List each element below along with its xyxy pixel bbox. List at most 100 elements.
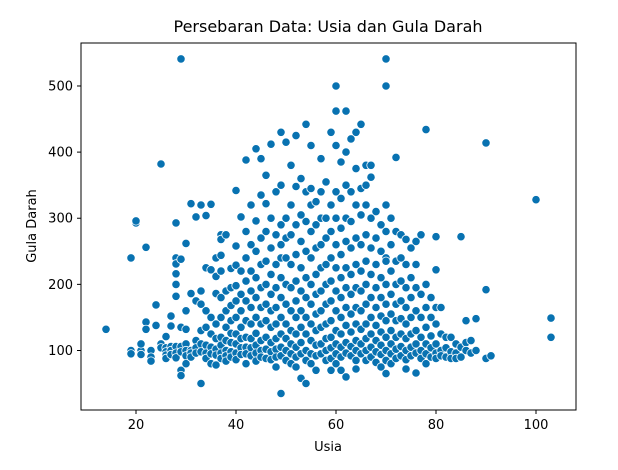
data-point	[461, 316, 471, 326]
data-point	[206, 265, 216, 275]
data-point	[431, 319, 441, 329]
data-point	[326, 316, 336, 326]
data-point	[246, 302, 256, 313]
data-point	[236, 289, 246, 299]
data-point	[326, 332, 336, 342]
data-point	[371, 283, 381, 293]
data-point	[301, 329, 311, 339]
data-point	[131, 216, 141, 226]
data-point	[546, 313, 556, 323]
data-point	[296, 306, 306, 316]
data-point	[351, 164, 361, 174]
data-point	[241, 155, 251, 165]
data-point	[401, 234, 411, 244]
data-point	[256, 154, 266, 164]
data-point	[381, 316, 391, 326]
data-point	[316, 154, 326, 164]
data-point	[296, 174, 306, 184]
data-point	[306, 319, 316, 329]
data-point	[361, 180, 371, 190]
data-point	[231, 185, 241, 196]
data-point	[176, 54, 186, 64]
data-point	[101, 324, 111, 334]
data-point	[221, 322, 231, 332]
data-point	[276, 388, 286, 399]
data-point	[261, 170, 271, 180]
data-point	[421, 125, 431, 135]
x-tick-label: 80	[428, 418, 445, 433]
x-tick-label: 20	[128, 418, 145, 433]
data-point	[251, 273, 261, 283]
data-point	[266, 213, 276, 223]
data-point	[246, 286, 256, 296]
data-point	[341, 302, 351, 313]
data-point	[386, 309, 396, 319]
data-point	[366, 312, 376, 322]
data-point	[261, 226, 271, 237]
data-point	[126, 349, 136, 359]
data-point	[326, 253, 336, 263]
data-point	[396, 276, 406, 286]
data-point	[281, 253, 291, 263]
data-point	[216, 312, 226, 322]
data-point	[306, 299, 316, 309]
data-point	[341, 106, 351, 116]
data-point	[271, 283, 281, 293]
data-point	[251, 144, 261, 154]
data-point	[321, 213, 331, 223]
data-point	[371, 233, 381, 243]
data-point	[336, 223, 346, 233]
data-point	[256, 190, 266, 200]
data-point	[266, 269, 276, 279]
data-point	[216, 292, 226, 303]
data-point	[336, 157, 346, 167]
data-point	[411, 306, 421, 316]
data-point	[376, 292, 386, 303]
data-point	[286, 160, 296, 170]
data-point	[246, 240, 256, 250]
data-point	[386, 240, 396, 250]
data-point	[296, 337, 306, 348]
data-point	[356, 240, 366, 250]
data-point	[241, 296, 251, 306]
data-point	[431, 265, 441, 275]
data-point	[301, 216, 311, 227]
data-point	[171, 291, 181, 301]
data-point	[266, 243, 276, 253]
data-point	[261, 299, 271, 309]
data-points	[101, 54, 556, 399]
data-point	[411, 283, 421, 293]
data-point	[331, 106, 341, 116]
data-point	[211, 319, 221, 329]
data-point	[231, 241, 241, 251]
data-point	[351, 259, 361, 270]
data-point	[401, 259, 411, 270]
data-point	[336, 292, 346, 303]
data-point	[261, 256, 271, 266]
data-point	[406, 243, 416, 253]
data-point	[546, 332, 556, 342]
data-point	[366, 213, 376, 223]
y-axis-label: Gula Darah	[25, 189, 40, 263]
data-point	[386, 213, 396, 223]
data-point	[241, 226, 251, 237]
data-point	[331, 286, 341, 296]
data-point	[171, 269, 181, 279]
data-point	[346, 289, 356, 299]
data-point	[221, 230, 231, 240]
data-point	[411, 259, 421, 270]
data-point	[196, 200, 206, 210]
data-point	[166, 321, 176, 331]
data-point	[236, 322, 246, 332]
data-point	[416, 312, 426, 322]
x-axis-label: Usia	[314, 440, 342, 455]
data-point	[426, 292, 436, 303]
data-point	[271, 302, 281, 313]
data-point	[341, 372, 351, 382]
data-point	[481, 285, 491, 295]
data-point	[341, 263, 351, 273]
data-point	[356, 286, 366, 296]
data-point	[251, 328, 261, 338]
data-point	[206, 312, 216, 322]
data-point	[246, 319, 256, 329]
